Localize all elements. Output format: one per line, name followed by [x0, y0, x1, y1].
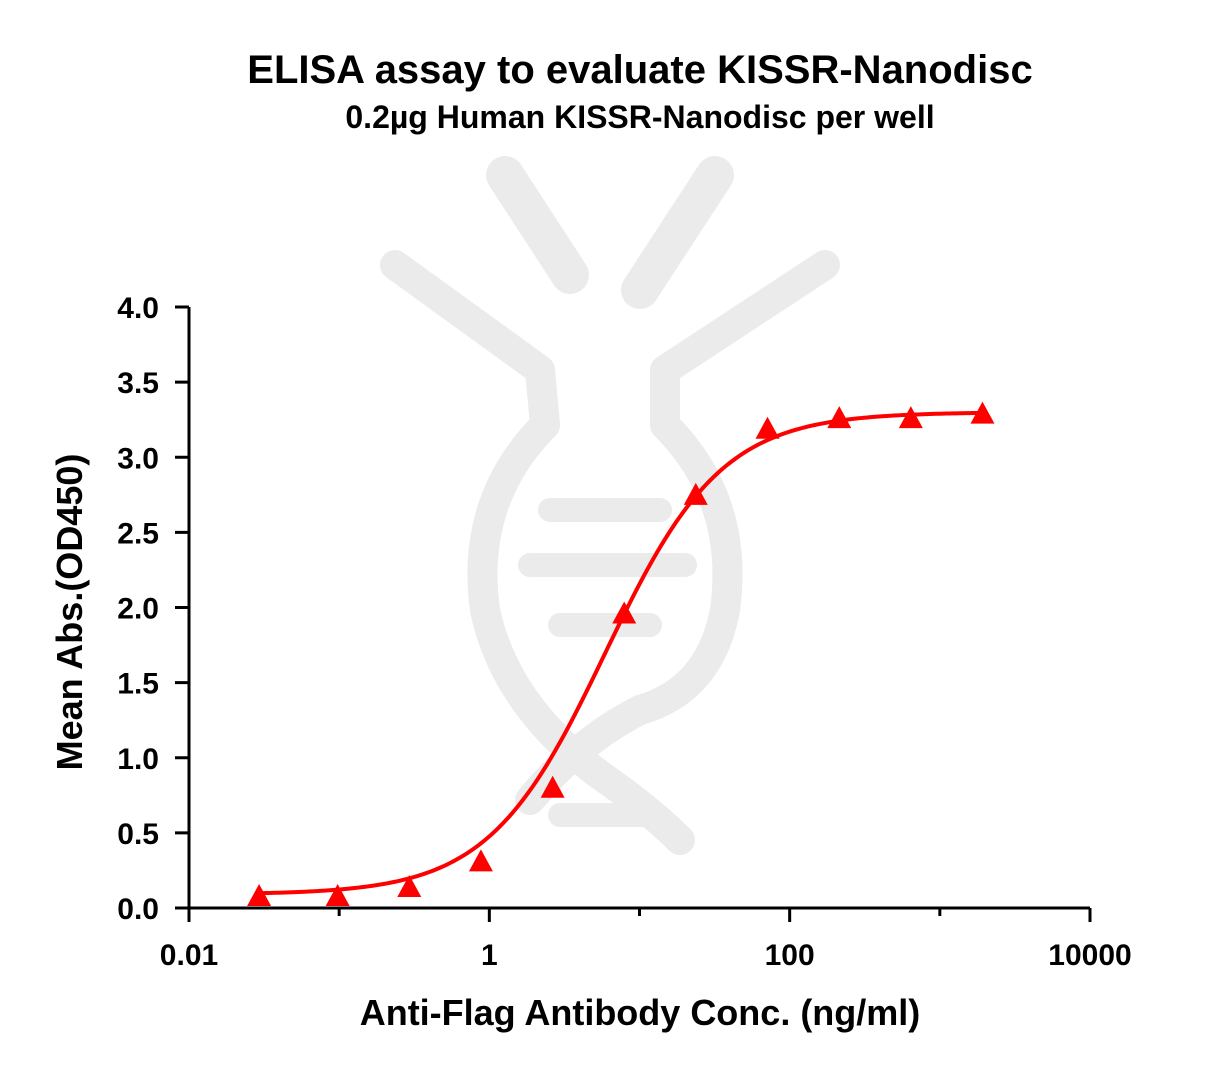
x-tick-label: 10000 — [1048, 939, 1131, 972]
y-axis-title: Mean Abs.(OD450) — [49, 454, 90, 771]
data-point-marker — [827, 406, 852, 429]
x-tick-label: 1 — [481, 939, 498, 972]
chart-title: ELISA assay to evaluate KISSR-Nanodisc — [247, 48, 1032, 92]
x-tick-label: 0.01 — [160, 939, 218, 972]
y-tick-label: 3.5 — [117, 367, 159, 400]
data-point-marker — [397, 874, 422, 897]
data-point-marker — [540, 775, 565, 798]
x-axis-ticks: 0.01 1 100 10000 — [160, 908, 1132, 972]
y-tick-label: 2.5 — [117, 517, 159, 550]
y-tick-label: 4.0 — [117, 292, 159, 325]
data-markers — [247, 401, 995, 906]
data-point-marker — [468, 849, 493, 872]
x-tick-label: 100 — [765, 939, 815, 972]
y-axis-ticks: 0.0 0.5 1.0 1.5 2.0 2.5 3.0 3.5 4.0 — [117, 292, 189, 926]
y-tick-label: 1.0 — [117, 743, 159, 776]
y-tick-label: 0.0 — [117, 893, 159, 926]
data-point-marker — [755, 416, 780, 439]
data-point-marker — [325, 883, 350, 906]
data-point-marker — [683, 482, 708, 505]
y-tick-label: 1.5 — [117, 668, 159, 701]
chart-subtitle: 0.2µg Human KISSR-Nanodisc per well — [345, 99, 934, 135]
y-tick-label: 3.0 — [117, 442, 159, 475]
x-axis-title: Anti-Flag Antibody Conc. (ng/ml) — [360, 992, 921, 1033]
data-point-marker — [970, 401, 995, 424]
watermark-logo — [380, 156, 840, 855]
data-point-marker — [898, 406, 923, 429]
data-point-marker — [247, 883, 272, 906]
data-point-marker — [612, 601, 637, 624]
y-tick-label: 0.5 — [117, 818, 159, 851]
y-tick-label: 2.0 — [117, 593, 159, 626]
